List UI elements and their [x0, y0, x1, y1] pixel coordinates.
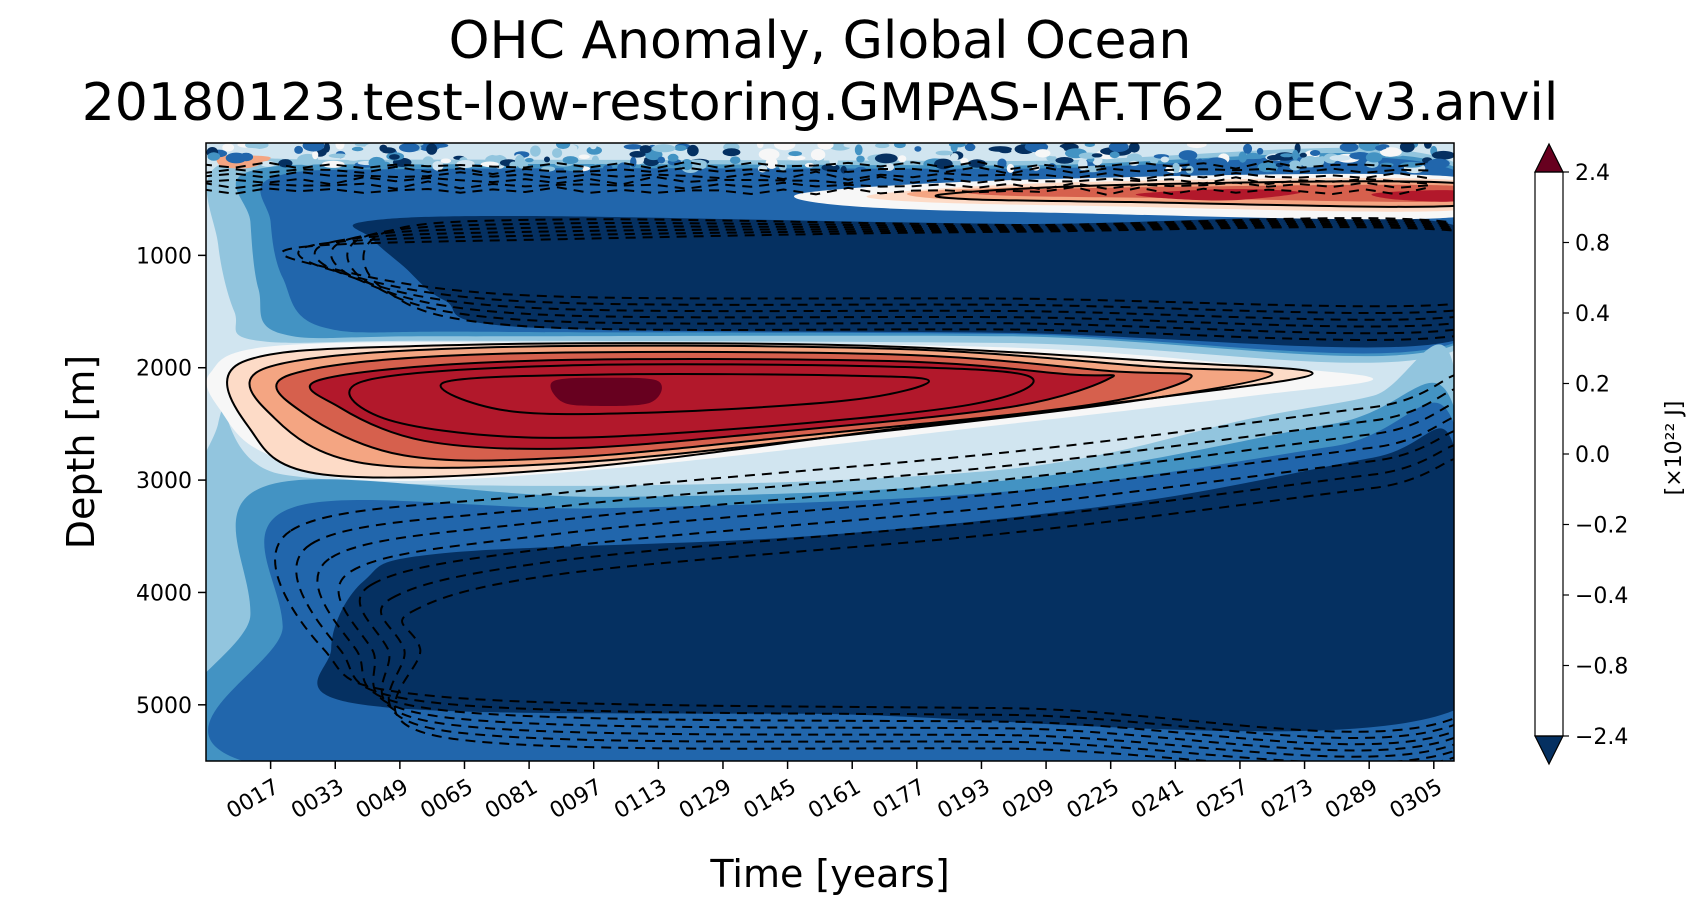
colorbar-tick-label: −2.4 — [1575, 725, 1628, 750]
y-axis: 1000 2000 3000 4000 5000 — [136, 244, 206, 719]
x-tick-label: 0081 — [481, 775, 542, 825]
x-tick-label: 0033 — [287, 775, 348, 825]
x-tick-label: 0145 — [740, 775, 801, 825]
colorbar-tick-label: 0.2 — [1575, 373, 1610, 398]
surface-contour-1 — [206, 165, 1430, 176]
x-tick-label: 0097 — [546, 775, 607, 825]
x-tick-label: 0017 — [223, 775, 284, 825]
upper-cold-contour-4 — [297, 224, 1454, 315]
chart-title: OHC Anomaly, Global Ocean — [448, 11, 1192, 71]
colorbar-frame — [1534, 171, 1564, 737]
lower-cold-contour-0 — [274, 374, 1454, 733]
colorbar-tick-label: 0.0 — [1575, 443, 1610, 468]
x-tick-label: 0289 — [1321, 775, 1382, 825]
warm-contour-3 — [308, 358, 1115, 450]
y-tick-label: 2000 — [136, 357, 192, 382]
colorbar-tick-label: −0.4 — [1575, 584, 1628, 609]
colorbar: −2.4 −0.8 −0.4 −0.2 0.0 0.2 0.4 0.8 2.4 — [1534, 142, 1628, 766]
surface-contour-0 — [206, 160, 1430, 171]
surface-contour-5 — [206, 185, 1431, 196]
warm-contour-4 — [348, 363, 1035, 439]
colorbar-tick-label: −0.8 — [1575, 655, 1628, 680]
warm-contour-5 — [439, 373, 931, 416]
lower-cold-contour-5 — [379, 444, 1454, 761]
y-tick-label: 3000 — [136, 469, 192, 494]
colorbar-tick-label: 0.4 — [1575, 302, 1610, 327]
lower-cold-contour-2 — [316, 402, 1454, 746]
colorbar-label: [×10²² J] — [1662, 401, 1687, 496]
chart-subtitle: 20180123.test-low-restoring.GMPAS-IAF.T6… — [81, 73, 1559, 133]
x-axis-label: Time [years] — [709, 852, 949, 896]
x-tick-label: 0065 — [417, 775, 478, 825]
warm-band-4 — [309, 359, 1114, 449]
surface-contour-3 — [206, 175, 1430, 186]
upper-cold-contour-3 — [313, 222, 1454, 321]
colorbar-extend-min — [1534, 735, 1564, 766]
lower-cold-contour-4 — [358, 430, 1454, 758]
x-tick-label: 0049 — [352, 775, 413, 825]
x-tick-label: 0305 — [1386, 775, 1447, 825]
colorbar-tick-label: −0.2 — [1575, 514, 1628, 539]
y-axis-label: Depth [m] — [59, 355, 103, 550]
x-tick-label: 0209 — [998, 775, 1059, 825]
x-tick-label: 0161 — [804, 775, 865, 825]
colorbar-extend-max — [1534, 142, 1564, 173]
warm-contour-2 — [275, 350, 1193, 462]
warm-contour-0 — [226, 342, 1314, 479]
upper-cold-contour-0 — [362, 217, 1454, 341]
colorbar-tick-label: 2.4 — [1575, 161, 1610, 186]
y-tick-label: 1000 — [136, 244, 192, 269]
warm-band-5 — [550, 377, 662, 407]
contour-lines-layer — [206, 160, 1454, 761]
lower-cold-contour-3 — [337, 416, 1454, 752]
upper-cold-contour-1 — [346, 218, 1454, 335]
x-tick-label: 0193 — [934, 775, 995, 825]
x-tick-label: 0177 — [869, 775, 930, 825]
upper-cold-contour-5 — [280, 226, 1454, 308]
lower-cold-contour-1 — [295, 388, 1454, 739]
x-tick-label: 0113 — [610, 775, 671, 825]
x-tick-label: 0257 — [1192, 775, 1253, 825]
y-tick-label: 5000 — [136, 694, 192, 719]
x-tick-label: 0273 — [1257, 775, 1318, 825]
x-axis: 0017 0033 0049 0065 0081 0097 0113 0129 0145 0161… — [223, 761, 1447, 824]
y-tick-label: 4000 — [136, 581, 192, 606]
lower-cold-contour-6 — [393, 458, 1454, 761]
colorbar-tick-label: 0.8 — [1575, 232, 1610, 257]
x-tick-label: 0129 — [675, 775, 736, 825]
surface-contour-2 — [206, 170, 1430, 181]
x-tick-label: 0225 — [1063, 775, 1124, 825]
upper-warm-band-4 — [1135, 189, 1301, 201]
upper-warm-contour — [934, 180, 1454, 208]
warm-contour-1 — [248, 344, 1274, 469]
lower-cold-band-3 — [317, 428, 1454, 732]
plot-frame — [205, 142, 1455, 762]
x-tick-label: 0241 — [1127, 775, 1188, 825]
